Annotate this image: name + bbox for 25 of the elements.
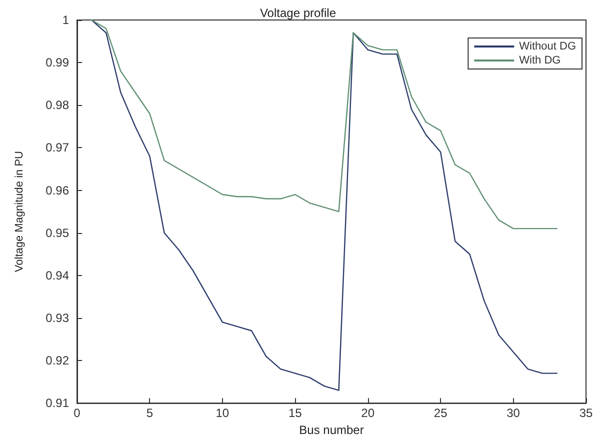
x-tick-label: 15: [288, 406, 302, 420]
line-series: [90, 19, 558, 391]
x-tick-label: 25: [434, 406, 448, 420]
chart-title: Voltage profile: [260, 6, 336, 20]
y-tick-label: 0.91: [46, 396, 70, 410]
y-tick-label: 1: [62, 13, 70, 27]
x-tick-label: 0: [74, 406, 81, 420]
y-tick-label: 0.92: [46, 354, 70, 368]
y-tick-label: 0.95: [46, 226, 70, 240]
x-tick-label: 35: [579, 406, 593, 420]
y-tick-label: 0.94: [46, 268, 70, 282]
y-tick-label: 0.93: [46, 310, 70, 325]
y-axis-title: Voltage Magnitude in PU: [14, 150, 26, 272]
y-tick-label: 0.99: [46, 56, 70, 70]
x-axis-title: Bus number: [299, 423, 364, 437]
x-tick-label: 20: [361, 406, 375, 420]
line-series: [90, 19, 558, 230]
x-tick-label: 10: [216, 406, 230, 420]
x-tick-label: 30: [506, 406, 520, 420]
x-tick-label: 5: [146, 406, 154, 420]
legend-label: Without DG: [519, 40, 576, 52]
y-tick-label: 0.97: [46, 140, 70, 155]
y-tick-label: 0.98: [46, 98, 70, 112]
legend-label: With DG: [519, 54, 561, 66]
y-tick-label: 0.96: [46, 183, 70, 198]
